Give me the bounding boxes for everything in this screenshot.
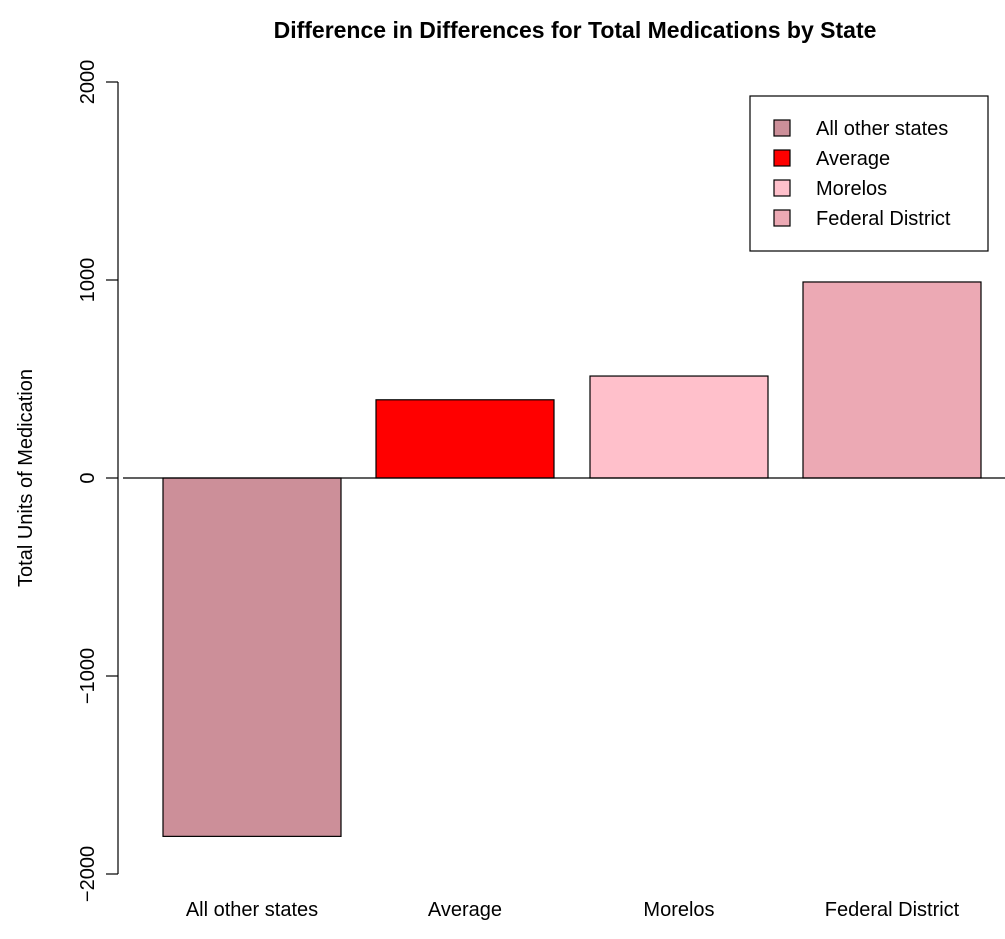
- bars: [162, 281, 982, 837]
- bar-federal-district: [802, 281, 982, 479]
- y-tick-label: −1000: [77, 648, 99, 704]
- x-category-label: Morelos: [643, 899, 714, 921]
- chart-title: Difference in Differences for Total Medi…: [274, 17, 877, 43]
- bar-morelos: [589, 375, 769, 479]
- legend-label: Morelos: [816, 178, 887, 200]
- y-tick-label: 2000: [77, 60, 99, 105]
- y-axis-title: Total Units of Medication: [15, 369, 37, 587]
- legend-label: Average: [816, 148, 890, 170]
- x-category-label: Average: [428, 899, 502, 921]
- x-axis-labels: All other states Average Morelos Federal Di…: [186, 899, 960, 921]
- y-tick-label: −2000: [77, 846, 99, 902]
- bar-average: [375, 399, 555, 479]
- legend-label: Federal District: [816, 208, 951, 230]
- x-category-label: Federal District: [825, 899, 960, 921]
- legend-swatch: [773, 119, 791, 137]
- legend: All other states Average Morelos Federal Di…: [749, 95, 989, 252]
- legend-swatch: [773, 149, 791, 167]
- y-tick-label: 0: [77, 472, 99, 483]
- y-tick-label: 1000: [77, 258, 99, 303]
- legend-swatch: [773, 179, 791, 197]
- x-category-label: All other states: [186, 899, 318, 921]
- legend-label: All other states: [816, 118, 948, 140]
- legend-swatch: [773, 209, 791, 227]
- y-axis: −2000 −1000 0 1000 2000: [77, 60, 119, 902]
- bar-all-other-states: [162, 477, 342, 837]
